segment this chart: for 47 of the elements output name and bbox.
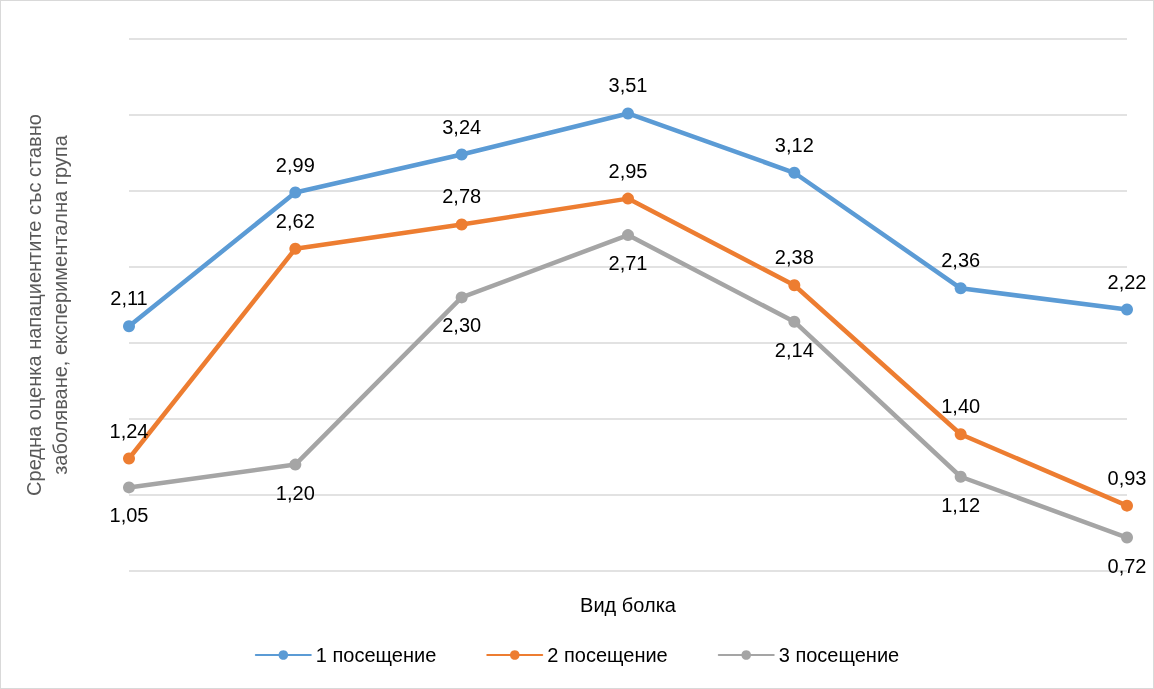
- x-axis-title: Вид болка: [580, 594, 677, 616]
- point: [1121, 303, 1133, 316]
- data-label: 2,22: [1107, 270, 1147, 293]
- point: [622, 192, 634, 205]
- point: [455, 218, 468, 231]
- data-label: 0,72: [1107, 554, 1147, 577]
- data-label: 1,40: [941, 395, 981, 418]
- data-label: 2,30: [442, 314, 482, 337]
- point: [289, 186, 302, 199]
- data-label: 2,14: [774, 338, 814, 361]
- data-label: 3,24: [442, 115, 482, 138]
- point: [954, 428, 967, 441]
- data-label: 3,51: [608, 74, 648, 97]
- point: [455, 291, 468, 304]
- legend-label: 1 посещение: [315, 644, 437, 666]
- data-label: 3,12: [774, 133, 814, 156]
- data-label: 0,93: [1107, 466, 1147, 489]
- point: [622, 107, 634, 120]
- point: [123, 320, 135, 333]
- legend-label: 3 посещение: [778, 644, 900, 666]
- data-label: 1,20: [275, 481, 315, 504]
- data-label: 1,12: [941, 493, 981, 516]
- data-label: 2,95: [608, 159, 648, 182]
- point: [1121, 499, 1133, 512]
- data-label: 2,78: [442, 185, 482, 208]
- point: [1121, 531, 1133, 544]
- data-label: 1,24: [109, 419, 149, 442]
- point: [622, 229, 634, 242]
- point: [788, 315, 801, 328]
- point: [289, 458, 302, 471]
- point: [123, 481, 135, 494]
- data-label: 2,36: [941, 249, 981, 272]
- data-label: 2,71: [608, 252, 648, 275]
- data-label: 2,62: [275, 209, 315, 232]
- data-label: 2,99: [275, 153, 315, 176]
- data-label: 2,38: [774, 246, 814, 269]
- y-axis-title: Средна оценка напациентите със ставно заболяване, експериментална група: [23, 114, 71, 496]
- point: [123, 452, 135, 465]
- point: [788, 166, 801, 179]
- point: [954, 470, 967, 483]
- legend-label: 2 посещение: [547, 644, 668, 666]
- data-label: 2,11: [110, 287, 148, 310]
- data-label: 1,05: [109, 504, 149, 527]
- point: [788, 279, 801, 292]
- point: [455, 148, 468, 161]
- point: [289, 242, 302, 255]
- point: [954, 282, 967, 295]
